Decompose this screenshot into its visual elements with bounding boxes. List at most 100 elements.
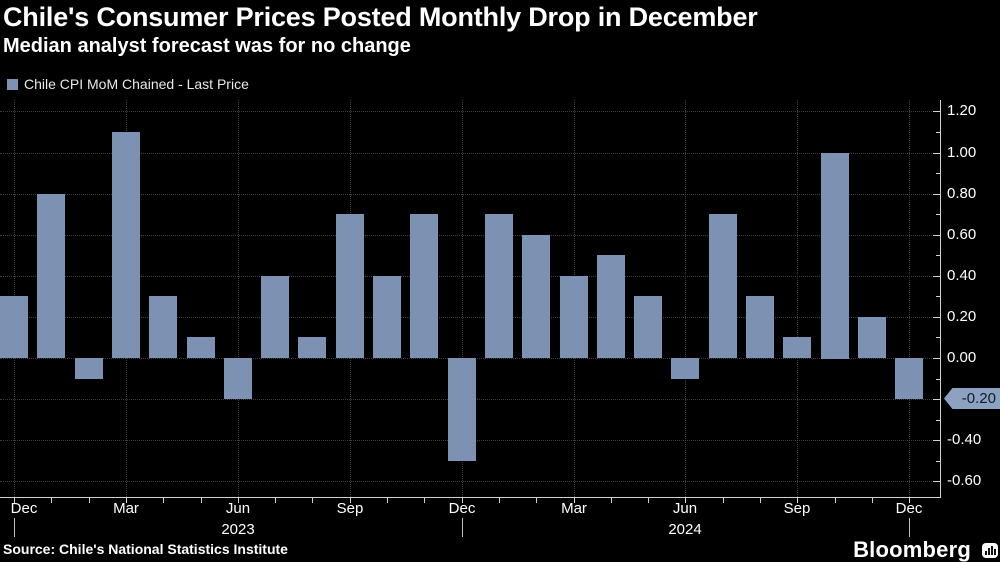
y-axis-line — [940, 100, 941, 498]
bar-oct-2024 — [821, 153, 849, 359]
bar-dec-2024 — [895, 358, 923, 399]
bar-jul-2024 — [709, 214, 737, 358]
bar-nov-2024 — [858, 317, 886, 358]
bar-jun-2024 — [671, 358, 699, 379]
bar-jun-2023 — [224, 358, 252, 399]
x-axis-tick — [835, 498, 836, 503]
x-gridline — [909, 100, 910, 497]
x-axis-label: Jun — [672, 500, 698, 517]
x-axis-label: Sep — [783, 500, 811, 517]
y-axis-major-tick — [933, 399, 940, 400]
x-gridline — [685, 100, 686, 497]
bar-may-2023 — [187, 337, 215, 358]
y-gridline — [0, 194, 940, 195]
x-axis-tick — [51, 498, 52, 503]
x-axis-label: Dec — [10, 500, 38, 517]
x-axis-tick — [648, 498, 649, 503]
y-axis-label: -0.60 — [947, 472, 982, 489]
x-axis-tick — [275, 498, 276, 503]
y-gridline — [0, 153, 940, 154]
legend: Chile CPI MoM Chained - Last Price — [7, 76, 249, 92]
y-axis-minor-tick — [936, 337, 940, 338]
bar-jul-2023 — [261, 276, 289, 358]
bar-jan-2023 — [37, 194, 65, 358]
y-axis-minor-tick — [936, 214, 940, 215]
y-axis-label: 0.20 — [947, 308, 977, 325]
x-axis-line — [0, 497, 941, 498]
x-axis-tick — [163, 498, 164, 503]
x-axis-tick — [350, 498, 351, 503]
bar-mar-2024 — [560, 276, 588, 358]
y-axis-major-tick — [933, 153, 940, 154]
x-axis-label: Dec — [448, 500, 476, 517]
bar-may-2024 — [634, 296, 662, 358]
legend-swatch-icon — [7, 78, 18, 90]
y-gridline — [0, 481, 940, 482]
y-axis-major-tick — [933, 440, 940, 441]
y-axis-label: 0.00 — [947, 349, 977, 366]
x-axis-tick — [685, 498, 686, 503]
y-axis-minor-tick — [936, 255, 940, 256]
x-axis-label: Mar — [561, 500, 587, 517]
x-axis-tick — [723, 498, 724, 503]
legend-label: Chile CPI MoM Chained - Last Price — [24, 76, 249, 92]
x-axis-tick — [872, 498, 873, 503]
x-axis-tick — [14, 498, 15, 503]
y-axis-major-tick — [933, 358, 940, 359]
y-axis-major-tick — [933, 194, 940, 195]
x-axis-label: Sep — [336, 500, 364, 517]
x-gridline — [797, 100, 798, 497]
y-gridline — [0, 111, 940, 112]
y-axis-major-tick — [933, 481, 940, 482]
y-gridline — [0, 276, 940, 277]
bar-mar-2023 — [112, 132, 140, 358]
x-axis-tick — [462, 498, 463, 503]
year-separator-line — [14, 518, 15, 537]
x-axis-tick — [536, 498, 537, 503]
bar-oct-2023 — [373, 276, 401, 358]
bar-apr-2023 — [149, 296, 177, 358]
y-axis-minor-tick — [936, 461, 940, 462]
bar-feb-2023 — [75, 358, 103, 379]
y-axis-major-tick — [933, 276, 940, 277]
y-axis-label: 1.20 — [947, 102, 977, 119]
year-label: 2023 — [221, 521, 255, 538]
y-axis-major-tick — [933, 317, 940, 318]
y-axis-major-tick — [933, 111, 940, 112]
bar-aug-2023 — [298, 337, 326, 358]
year-separator-line — [909, 518, 910, 537]
x-axis-tick — [424, 498, 425, 503]
x-axis-tick — [499, 498, 500, 503]
y-axis-label: 0.60 — [947, 226, 977, 243]
year-separator-line — [462, 518, 463, 537]
x-axis-tick — [312, 498, 313, 503]
x-gridline — [462, 100, 463, 497]
y-axis-label: 0.80 — [947, 185, 977, 202]
page-subtitle: Median analyst forecast was for no chang… — [3, 35, 411, 57]
bar-dec-2023 — [448, 358, 476, 461]
page-title: Chile's Consumer Prices Posted Monthly D… — [3, 2, 758, 32]
x-axis-tick — [201, 498, 202, 503]
x-axis-tick — [238, 498, 239, 503]
bar-feb-2024 — [522, 235, 550, 358]
x-axis-label: Dec — [895, 500, 923, 517]
y-axis-major-tick — [933, 235, 940, 236]
x-axis-tick — [909, 498, 910, 503]
x-gridline — [238, 100, 239, 497]
x-axis-label: Mar — [113, 500, 139, 517]
bar-sep-2023 — [336, 214, 364, 358]
y-gridline — [0, 317, 940, 318]
y-gridline — [0, 235, 940, 236]
x-axis-label: Jun — [225, 500, 251, 517]
x-axis-tick — [126, 498, 127, 503]
last-price-tag: -0.20 — [944, 388, 1000, 409]
bar-aug-2024 — [746, 296, 774, 358]
year-label: 2024 — [668, 521, 702, 538]
y-axis-minor-tick — [936, 379, 940, 380]
source-text: Source: Chile's National Statistics Inst… — [3, 541, 288, 557]
x-axis-tick — [89, 498, 90, 503]
bar-sep-2024 — [783, 337, 811, 358]
y-axis-minor-tick — [936, 420, 940, 421]
